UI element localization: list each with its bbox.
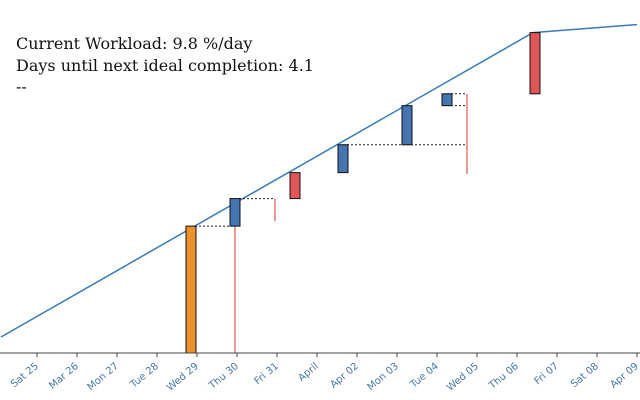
bars-layer [185,32,541,354]
x-tick-label-14: Sat 08 [569,361,601,390]
bar-3 [337,144,349,174]
x-tick-label-9: Mon 03 [366,361,401,393]
bar-4 [401,105,413,146]
x-tick-label-4: Wed 29 [165,361,201,394]
bar-2 [289,172,301,200]
x-tick-label-15: Apr 09 [608,361,640,391]
x-tick-label-5: Thu 30 [207,361,241,392]
x-tick-label-1: Mar 26 [47,361,81,392]
workload-label: Current Workload: [16,34,168,53]
bar-5 [441,93,453,107]
x-axis: Sat 25 Mar 26 Mon 27 Tue 28 Wed 29 Thu 30 Fri … [0,352,640,394]
x-tick-label-6: Fri 31 [253,361,281,387]
bar-6 [529,32,541,95]
x-tick-label-3: Tue 28 [128,361,161,391]
red-stems-layer [234,93,468,353]
x-tick-label-12: Thu 06 [487,361,521,392]
days-until-completion: Days until next ideal completion: 4.1 [16,56,314,75]
x-tick-label-13: Fri 07 [533,361,561,387]
workload-value: 9.8 %/day [172,34,253,53]
x-tick-label-11: Wed 05 [445,361,481,394]
bar-1 [229,198,241,227]
x-tick-label-10: Tue 04 [408,361,441,391]
current-workload: Current Workload: 9.8 %/day [16,34,252,53]
extra-stat: -- [16,77,27,96]
days-value: 4.1 [288,56,314,75]
x-tick-label-2: Mon 27 [86,361,121,393]
bar-0 [185,225,197,354]
x-tick-label-7: April [296,361,321,384]
x-tick-label-8: Apr 02 [328,361,361,391]
x-tick-label-0: Sat 25 [9,361,41,390]
days-label: Days until next ideal completion: [16,56,284,75]
